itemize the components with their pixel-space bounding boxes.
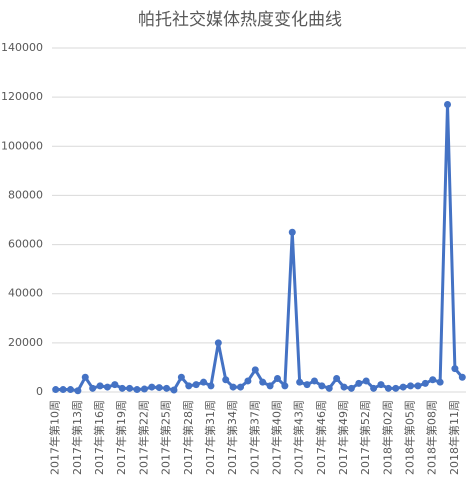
marker	[362, 377, 370, 385]
x-tick-label: 2018年第02周	[380, 400, 394, 475]
marker	[458, 373, 466, 381]
y-tick-label: 20000	[8, 336, 43, 349]
x-tick-label: 2017年第25周	[159, 400, 173, 475]
marker	[310, 377, 318, 385]
x-tick-label: 2018年第08周	[425, 400, 439, 475]
marker	[451, 365, 459, 373]
marker	[429, 376, 437, 384]
marker	[355, 379, 363, 387]
marker	[229, 383, 237, 391]
chart-title: 帕托社交媒体热度变化曲线	[138, 10, 342, 30]
marker	[414, 382, 422, 390]
marker	[170, 386, 178, 394]
x-tick-label: 2017年第34周	[225, 400, 239, 475]
marker	[81, 373, 89, 381]
x-tick-label: 2018年第11周	[447, 400, 461, 475]
marker	[111, 381, 119, 389]
x-tick-label: 2017年第49周	[336, 400, 350, 475]
marker	[52, 386, 60, 394]
x-tick-label: 2017年第31周	[203, 400, 217, 475]
marker	[407, 382, 415, 390]
x-tick-label: 2017年第52周	[358, 400, 372, 475]
marker	[325, 384, 333, 392]
marker	[251, 366, 259, 374]
x-tick-label: 2017年第46周	[314, 400, 328, 475]
x-tick-label: 2017年第16周	[92, 400, 106, 475]
y-tick-label: 120000	[1, 90, 43, 103]
x-tick-label: 2017年第10周	[48, 400, 62, 475]
marker	[303, 381, 311, 389]
marker	[177, 373, 185, 381]
marker	[185, 382, 193, 390]
marker	[288, 228, 296, 236]
marker	[96, 382, 104, 390]
marker	[273, 374, 281, 382]
y-tick-label: 100000	[1, 139, 43, 152]
marker	[296, 378, 304, 386]
marker	[347, 384, 355, 392]
marker	[318, 382, 326, 390]
y-tick-label: 80000	[8, 188, 43, 201]
y-tick-label: 40000	[8, 287, 43, 300]
y-tick-label: 140000	[1, 41, 43, 54]
marker	[281, 382, 289, 390]
marker	[377, 381, 385, 389]
marker	[333, 374, 341, 382]
marker	[66, 386, 74, 394]
line	[55, 103, 464, 393]
x-tick-label: 2018年第05周	[403, 400, 417, 475]
marker	[59, 386, 67, 394]
marker	[200, 378, 208, 386]
marker	[222, 376, 230, 384]
x-tick-label: 2017年第37周	[247, 400, 261, 475]
x-tick-label: 2017年第40周	[269, 400, 283, 475]
marker	[266, 382, 274, 390]
marker	[244, 377, 252, 385]
marker	[259, 378, 267, 386]
x-tick-label: 2017年第43周	[292, 400, 306, 475]
marker	[421, 379, 429, 387]
marker	[148, 383, 156, 391]
marker	[163, 384, 171, 392]
x-tick-label: 2017年第28周	[181, 400, 195, 475]
marker	[370, 384, 378, 392]
marker	[140, 385, 148, 393]
marker	[192, 381, 200, 389]
x-tick-label: 2017年第13周	[70, 400, 84, 475]
marker	[155, 384, 163, 392]
marker	[126, 384, 134, 392]
x-tick-label: 2017年第22周	[136, 400, 150, 475]
marker	[340, 383, 348, 391]
marker	[207, 382, 215, 390]
marker	[89, 384, 97, 392]
marker	[436, 378, 444, 386]
marker	[399, 383, 407, 391]
marker	[392, 384, 400, 392]
x-tick-label: 2017年第19周	[114, 400, 128, 475]
y-tick-label: 60000	[8, 238, 43, 251]
marker	[237, 383, 245, 391]
marker	[133, 386, 141, 394]
marker	[118, 384, 126, 392]
marker	[74, 387, 82, 395]
marker	[384, 384, 392, 392]
marker	[103, 383, 111, 391]
marker	[214, 339, 222, 347]
y-tick-label: 0	[36, 385, 43, 398]
marker	[444, 101, 452, 109]
